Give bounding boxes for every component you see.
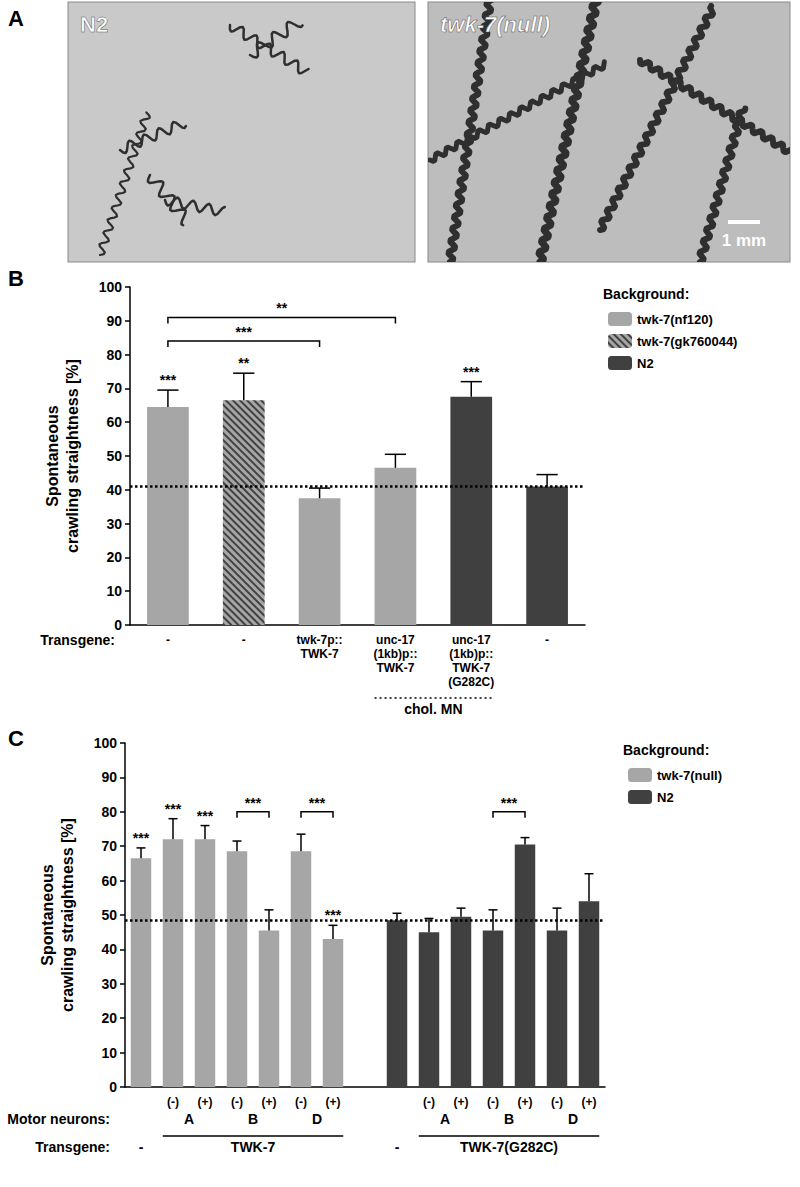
svg-text:unc-17: unc-17 <box>376 633 415 647</box>
svg-text:0: 0 <box>114 617 122 633</box>
svg-text:(1kb)p::: (1kb)p:: <box>449 647 493 661</box>
svg-text:(-): (-) <box>167 1095 179 1109</box>
svg-text:***: *** <box>160 372 177 388</box>
svg-text:(+): (+) <box>262 1095 277 1109</box>
svg-text:TWK-7: TWK-7 <box>452 661 490 675</box>
svg-text:TWK-7: TWK-7 <box>231 1139 276 1155</box>
svg-text:twk-7(nf120): twk-7(nf120) <box>637 312 713 327</box>
svg-text:***: *** <box>133 830 150 846</box>
svg-text:40: 40 <box>106 482 122 498</box>
svg-text:(G282C): (G282C) <box>448 675 494 689</box>
svg-text:***: *** <box>463 364 480 380</box>
svg-text:***: *** <box>501 795 518 811</box>
svg-text:(-): (-) <box>295 1095 307 1109</box>
svg-text:-: - <box>545 633 549 647</box>
svg-text:chol. MN: chol. MN <box>404 701 462 717</box>
svg-text:***: *** <box>236 324 253 340</box>
svg-text:Spontaneous: Spontaneous <box>39 864 56 965</box>
svg-text:(+): (+) <box>454 1095 469 1109</box>
svg-text:10: 10 <box>106 583 122 599</box>
svg-text:-: - <box>395 1139 400 1155</box>
svg-text:A: A <box>8 6 24 31</box>
svg-text:B: B <box>248 1111 258 1127</box>
svg-text:50: 50 <box>101 907 117 923</box>
svg-text:N2: N2 <box>80 12 108 37</box>
svg-text:B: B <box>504 1111 514 1127</box>
svg-text:(-): (-) <box>423 1095 435 1109</box>
svg-text:100: 100 <box>94 735 118 751</box>
svg-text:***: *** <box>197 808 214 824</box>
svg-text:(+): (+) <box>518 1095 533 1109</box>
svg-text:90: 90 <box>106 313 122 329</box>
svg-text:TWK-7(G282C): TWK-7(G282C) <box>460 1139 558 1155</box>
svg-text:(-): (-) <box>231 1095 243 1109</box>
svg-text:***: *** <box>309 795 326 811</box>
svg-text:10: 10 <box>101 1045 117 1061</box>
svg-text:60: 60 <box>106 414 122 430</box>
svg-text:Transgene:: Transgene: <box>35 1139 110 1155</box>
svg-text:twk-7(null): twk-7(null) <box>440 12 550 37</box>
svg-text:***: *** <box>325 907 342 923</box>
svg-text:TWK-7: TWK-7 <box>301 647 339 661</box>
svg-text:Background:: Background: <box>603 286 689 302</box>
svg-text:(1kb)p::: (1kb)p:: <box>373 647 417 661</box>
svg-text:0: 0 <box>109 1079 117 1095</box>
svg-text:N2: N2 <box>637 356 654 371</box>
svg-text:(+): (+) <box>582 1095 597 1109</box>
svg-text:N2: N2 <box>657 790 674 805</box>
svg-text:-: - <box>166 633 170 647</box>
svg-text:twk-7p::: twk-7p:: <box>297 633 343 647</box>
svg-text:-: - <box>242 633 246 647</box>
svg-text:(-): (-) <box>551 1095 563 1109</box>
svg-text:60: 60 <box>101 873 117 889</box>
svg-text:Background:: Background: <box>623 742 709 758</box>
svg-text:1 mm: 1 mm <box>722 231 766 250</box>
svg-text:twk-7(null): twk-7(null) <box>657 768 722 783</box>
svg-text:(+): (+) <box>326 1095 341 1109</box>
svg-text:Spontaneous: Spontaneous <box>44 405 61 506</box>
svg-text:twk-7(gk760044): twk-7(gk760044) <box>637 334 737 349</box>
svg-text:TWK-7: TWK-7 <box>376 661 414 675</box>
svg-text:70: 70 <box>101 838 117 854</box>
svg-text:Motor neurons:: Motor neurons: <box>7 1111 110 1127</box>
svg-text:D: D <box>568 1111 578 1127</box>
svg-text:***: *** <box>245 795 262 811</box>
svg-text:20: 20 <box>106 549 122 565</box>
svg-text:unc-17: unc-17 <box>452 633 491 647</box>
svg-text:30: 30 <box>101 976 117 992</box>
svg-text:90: 90 <box>101 769 117 785</box>
svg-text:Transgene:: Transgene: <box>40 632 115 648</box>
svg-text:80: 80 <box>106 347 122 363</box>
svg-text:crawling straightness [%]: crawling straightness [%] <box>64 359 81 553</box>
svg-text:C: C <box>8 726 24 751</box>
svg-text:(+): (+) <box>198 1095 213 1109</box>
svg-text:A: A <box>184 1111 194 1127</box>
svg-text:**: ** <box>276 300 287 316</box>
svg-text:100: 100 <box>99 279 123 295</box>
svg-text:B: B <box>8 266 24 291</box>
svg-text:A: A <box>440 1111 450 1127</box>
svg-text:50: 50 <box>106 448 122 464</box>
svg-text:(-): (-) <box>487 1095 499 1109</box>
svg-text:80: 80 <box>101 804 117 820</box>
svg-text:**: ** <box>238 355 249 371</box>
svg-text:***: *** <box>165 801 182 817</box>
svg-text:D: D <box>312 1111 322 1127</box>
svg-text:20: 20 <box>101 1010 117 1026</box>
svg-text:-: - <box>139 1139 144 1155</box>
svg-text:70: 70 <box>106 380 122 396</box>
svg-text:30: 30 <box>106 516 122 532</box>
svg-text:crawling straightness [%]: crawling straightness [%] <box>59 818 76 1012</box>
svg-text:40: 40 <box>101 941 117 957</box>
